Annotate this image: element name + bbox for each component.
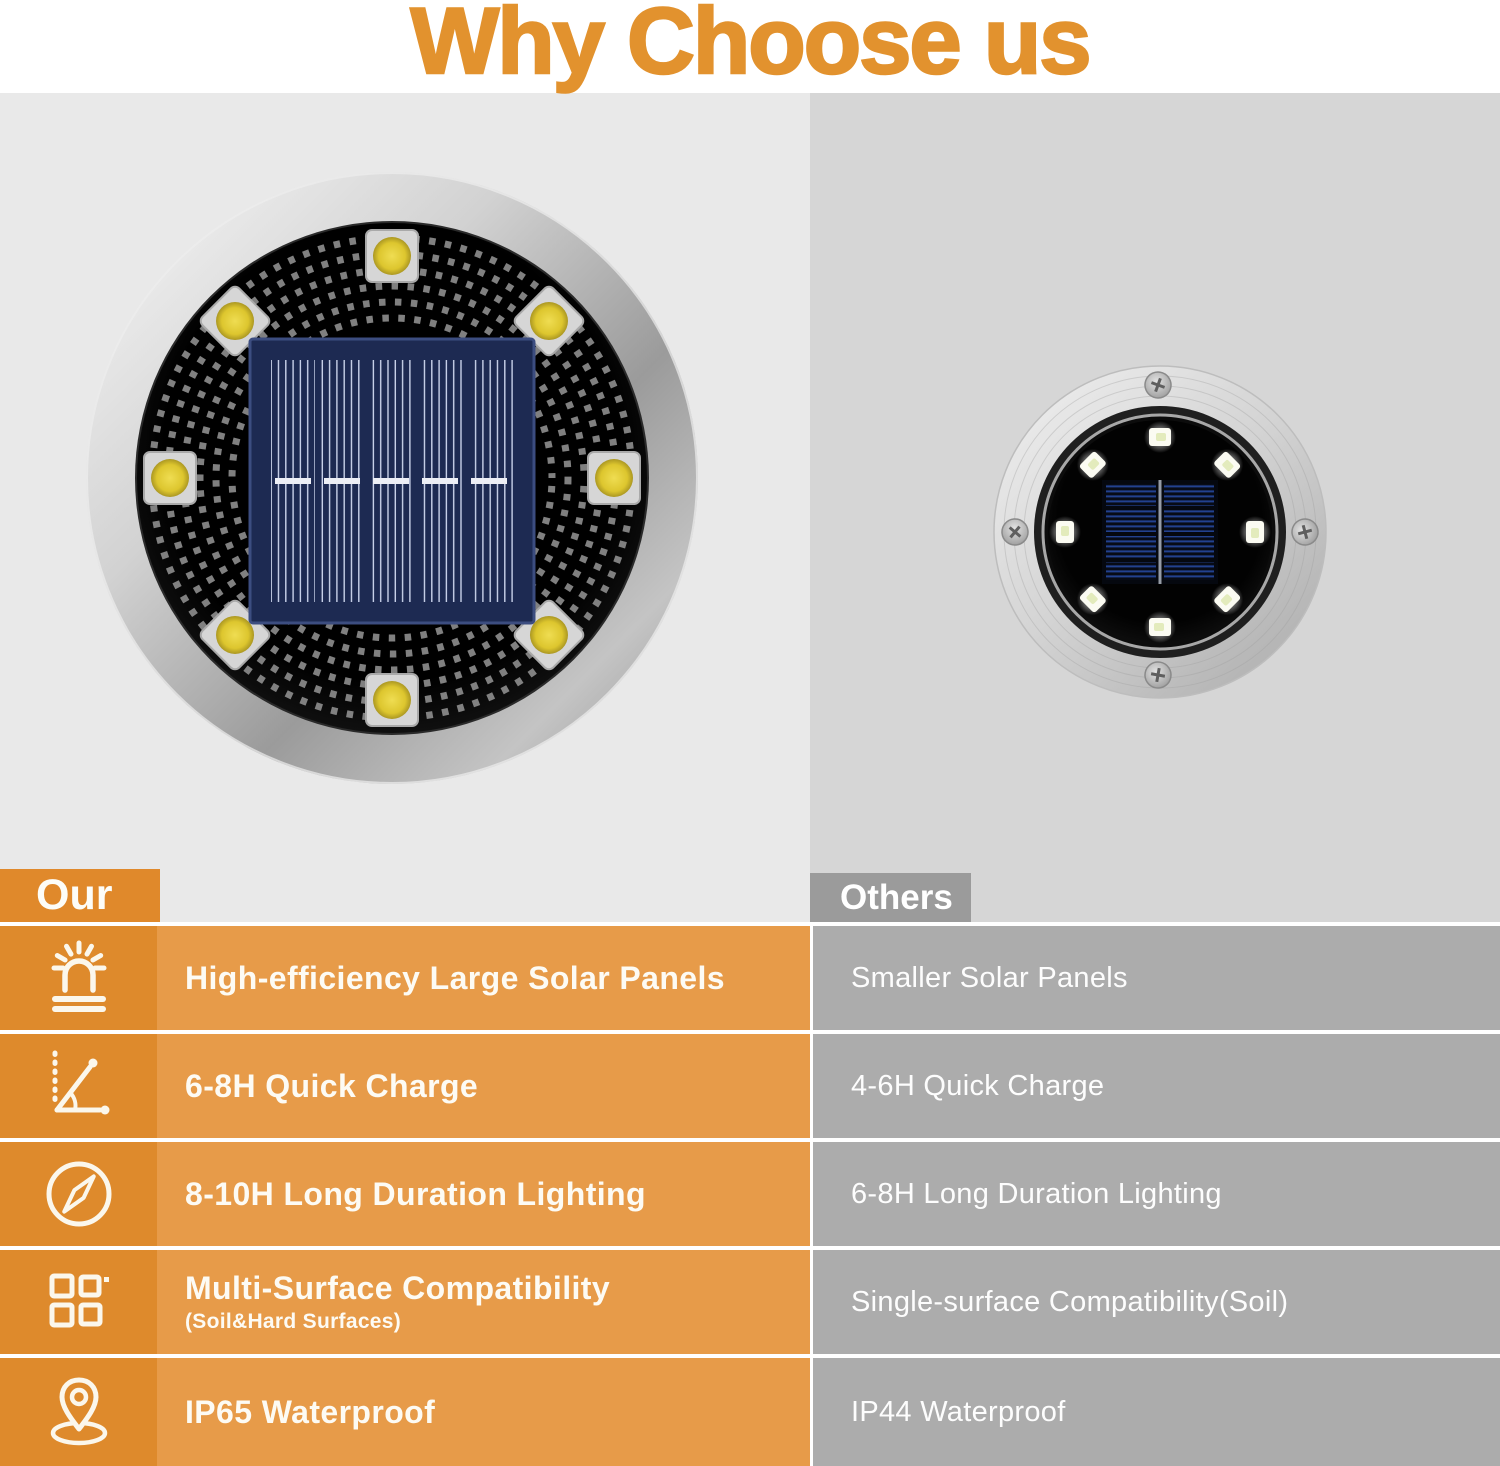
flange-screws <box>1001 371 1319 689</box>
our-feature-text: 6-8H Quick Charge <box>185 1067 479 1104</box>
compass-icon <box>46 1161 111 1227</box>
our-feature-text: Multi-Surface Compatibility <box>185 1270 611 1306</box>
table-row-multi-surface: Multi-Surface Compatibility (Soil&Hard S… <box>0 1250 1500 1354</box>
solar-panel-small <box>1102 480 1218 584</box>
others-feature-text: IP44 Waterproof <box>851 1395 1066 1428</box>
others-feature-text: Smaller Solar Panels <box>851 961 1128 994</box>
our-header-tab: Our <box>0 869 160 922</box>
others-feature-text: Single-surface Compatibility(Soil) <box>851 1285 1289 1318</box>
table-row-duration: 8-10H Long Duration Lighting 6-8H Long D… <box>0 1142 1500 1246</box>
page-title: Why Choose us <box>409 0 1093 93</box>
table-row-waterproof: IP65 Waterproof IP44 Waterproof <box>0 1358 1500 1466</box>
our-feature-text: High-efficiency Large Solar Panels <box>185 959 725 996</box>
charge-angle-icon <box>52 1050 109 1115</box>
others-feature-text: 6-8H Long Duration Lighting <box>851 1177 1222 1210</box>
multi-surface-grid-icon <box>49 1273 109 1328</box>
our-product-image <box>86 172 698 784</box>
led-ring-small <box>1049 421 1271 643</box>
header-divider <box>0 922 1500 926</box>
location-waterproof-icon <box>50 1377 107 1446</box>
comparison-table: High-efficiency Large Solar Panels Small… <box>0 926 1500 1466</box>
our-feature-subtext: (Soil&Hard Surfaces) <box>185 1310 402 1333</box>
solar-panel-sun-icon <box>51 940 106 1012</box>
others-feature-text: 4-6H Quick Charge <box>851 1069 1105 1102</box>
our-header-label: Our <box>36 871 113 919</box>
table-row-solar-panels: High-efficiency Large Solar Panels Small… <box>0 926 1500 1030</box>
table-row-quick-charge: 6-8H Quick Charge 4-6H Quick Charge <box>0 1034 1500 1138</box>
our-feature-text: 8-10H Long Duration Lighting <box>185 1175 646 1212</box>
solar-panel-large <box>248 337 536 625</box>
our-feature-text: IP65 Waterproof <box>185 1393 436 1430</box>
others-header-tab: Others <box>810 873 971 922</box>
others-header-label: Others <box>840 877 953 917</box>
others-product-image <box>993 365 1327 699</box>
